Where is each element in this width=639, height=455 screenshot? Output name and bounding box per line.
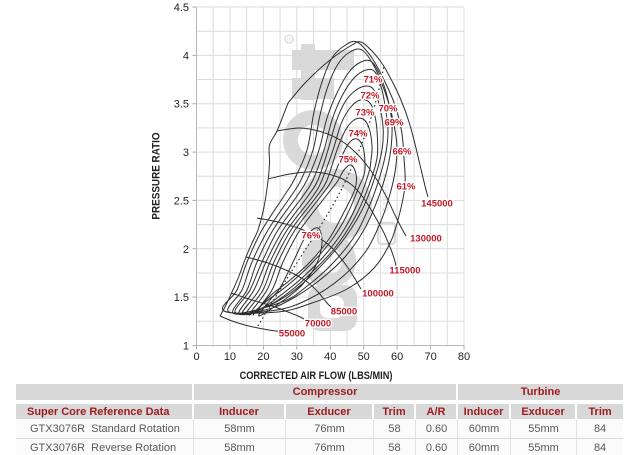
svg-text:30: 30 [291, 351, 303, 363]
svg-text:3.5: 3.5 [174, 99, 189, 111]
svg-text:R: R [287, 38, 291, 44]
svg-text:1: 1 [183, 340, 189, 352]
svg-text:20: 20 [257, 351, 269, 363]
svg-text:GARRETT: GARRETT [383, 172, 390, 212]
svg-text:3: 3 [183, 147, 189, 159]
svg-text:80: 80 [458, 351, 470, 363]
svg-text:60: 60 [391, 351, 403, 363]
svg-text:70000: 70000 [305, 318, 331, 329]
svg-text:76%: 76% [301, 230, 321, 241]
svg-text:CORRECTED AIR FLOW (LBS/MIN): CORRECTED AIR FLOW (LBS/MIN) [240, 370, 393, 382]
svg-text:70%: 70% [378, 103, 398, 114]
svg-text:71%: 71% [363, 74, 383, 85]
svg-text:2: 2 [183, 244, 189, 256]
svg-text:55000: 55000 [279, 328, 305, 339]
svg-text:PRESSURE RATIO: PRESSURE RATIO [151, 132, 163, 219]
svg-text:10: 10 [224, 351, 236, 363]
svg-text:40: 40 [324, 351, 336, 363]
svg-text:73%: 73% [355, 107, 375, 118]
svg-text:115000: 115000 [389, 265, 420, 276]
svg-text:4: 4 [183, 50, 189, 62]
svg-text:70: 70 [424, 351, 436, 363]
svg-text:69%: 69% [384, 117, 404, 128]
svg-text:2.5: 2.5 [174, 195, 189, 207]
svg-text:61%: 61% [396, 181, 416, 192]
svg-text:1.5: 1.5 [174, 292, 189, 304]
svg-text:66%: 66% [392, 146, 412, 157]
svg-text:145000: 145000 [421, 198, 453, 209]
svg-text:75%: 75% [338, 154, 358, 165]
svg-text:100000: 100000 [362, 288, 394, 299]
svg-text:4.5: 4.5 [174, 2, 189, 14]
svg-text:130000: 130000 [410, 233, 442, 244]
svg-text:50: 50 [358, 351, 370, 363]
svg-text:72%: 72% [360, 90, 380, 101]
svg-text:0: 0 [193, 351, 199, 363]
svg-text:74%: 74% [348, 128, 368, 139]
svg-text:85000: 85000 [331, 306, 357, 317]
